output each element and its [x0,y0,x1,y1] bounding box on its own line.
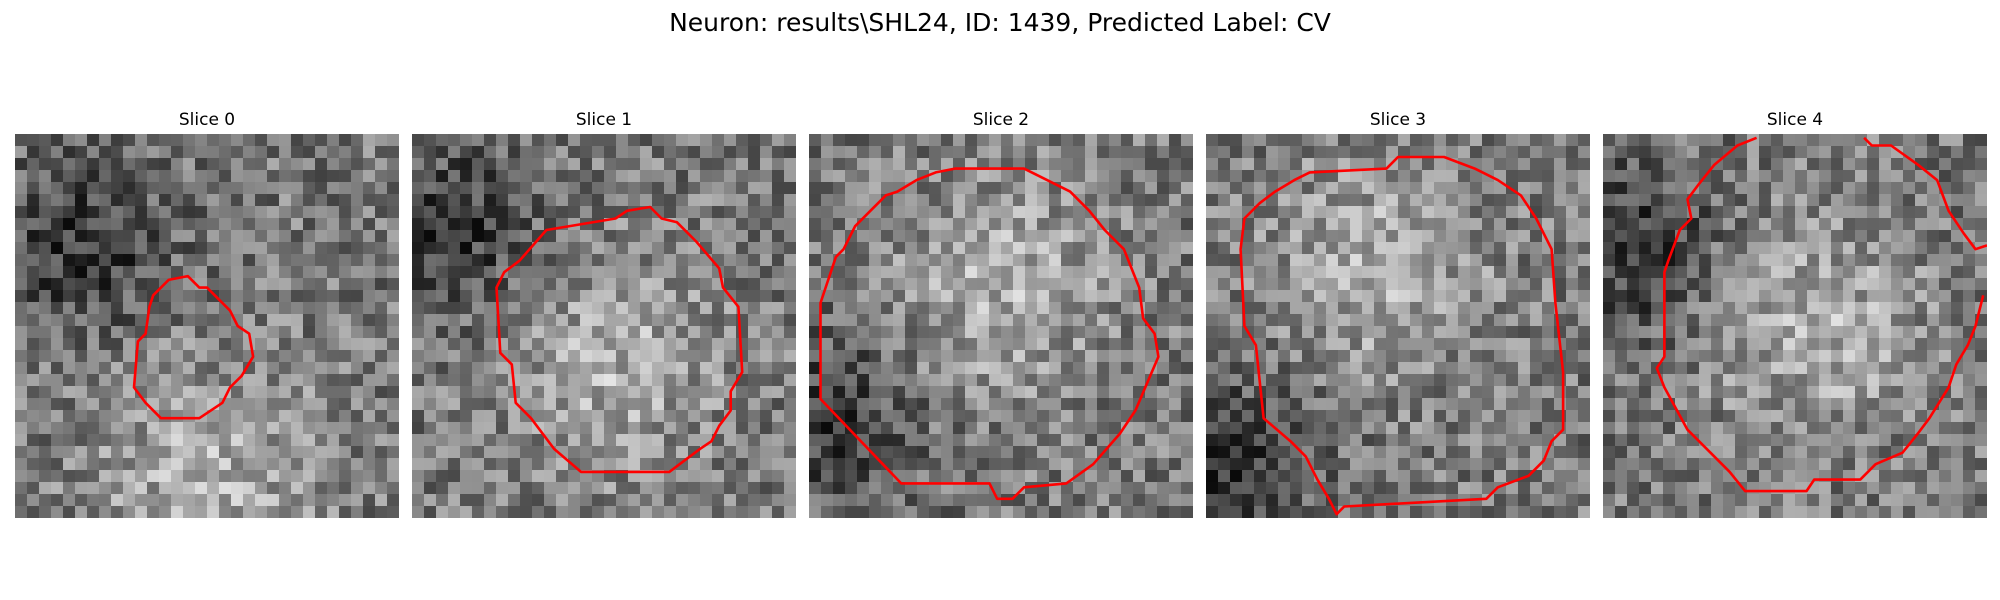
slice-title: Slice 1 [575,110,633,130]
slice-panel-4: Slice 4 [1603,108,1987,518]
slice-title: Slice 3 [1369,110,1427,130]
slice-title: Slice 4 [1766,110,1824,130]
roi-contour [132,274,255,420]
slice-panel-0: Slice 0 [15,108,399,518]
slice-image [1206,134,1590,518]
slice-image [15,134,399,518]
roi-contour-segment [1863,136,1987,251]
slice-panel-2: Slice 2 [809,108,1193,518]
roi-contour [1655,136,1985,493]
roi-contour [819,167,1160,501]
slice-image-canvas [412,134,796,518]
slice-image-canvas [1206,134,1590,518]
slice-panel-1: Slice 1 [412,108,796,518]
slice-title: Slice 0 [178,110,236,130]
slice-image-canvas [1603,134,1987,518]
slice-title: Slice 2 [972,110,1030,130]
figure-title: Neuron: results\SHL24, ID: 1439, Predict… [669,8,1331,37]
slice-image [1603,134,1987,518]
slice-image [809,134,1193,518]
roi-contour [1239,155,1565,516]
slice-panel-3: Slice 3 [1206,108,1590,518]
slice-image-canvas [15,134,399,518]
roi-contour [495,205,744,474]
slice-image-canvas [809,134,1193,518]
slice-image [412,134,796,518]
